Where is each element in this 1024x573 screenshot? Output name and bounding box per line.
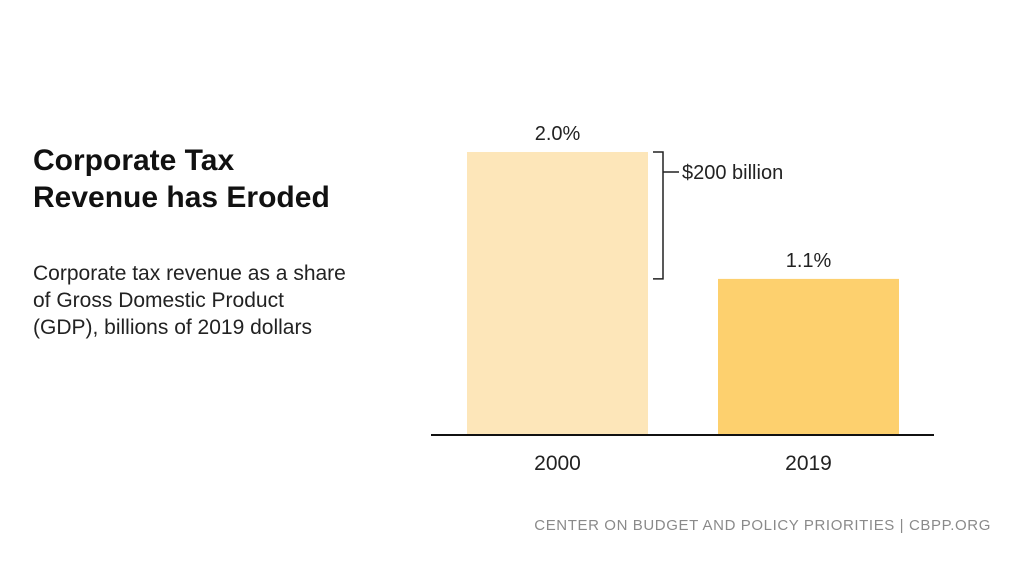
labels-group: 2.0% 2000 1.1% 2019	[534, 123, 832, 475]
difference-annotation-label: $200 billion	[682, 162, 783, 184]
annotation-group: $200 billion	[653, 151, 783, 280]
bar-2000	[467, 152, 648, 434]
bar-2019	[718, 278, 899, 434]
difference-bracket	[653, 151, 679, 280]
bars-group	[467, 152, 899, 434]
chart-title: Corporate Tax Revenue has Eroded	[33, 144, 330, 214]
category-label-2000: 2000	[534, 452, 581, 475]
value-label-2000: 2.0%	[535, 123, 581, 145]
category-label-2019: 2019	[785, 452, 832, 475]
value-label-2019: 1.1%	[786, 250, 832, 272]
chart-subtitle: Corporate tax revenue as a share of Gros…	[33, 262, 346, 339]
footer-credit: CENTER ON BUDGET AND POLICY PRIORITIES |…	[534, 517, 991, 534]
